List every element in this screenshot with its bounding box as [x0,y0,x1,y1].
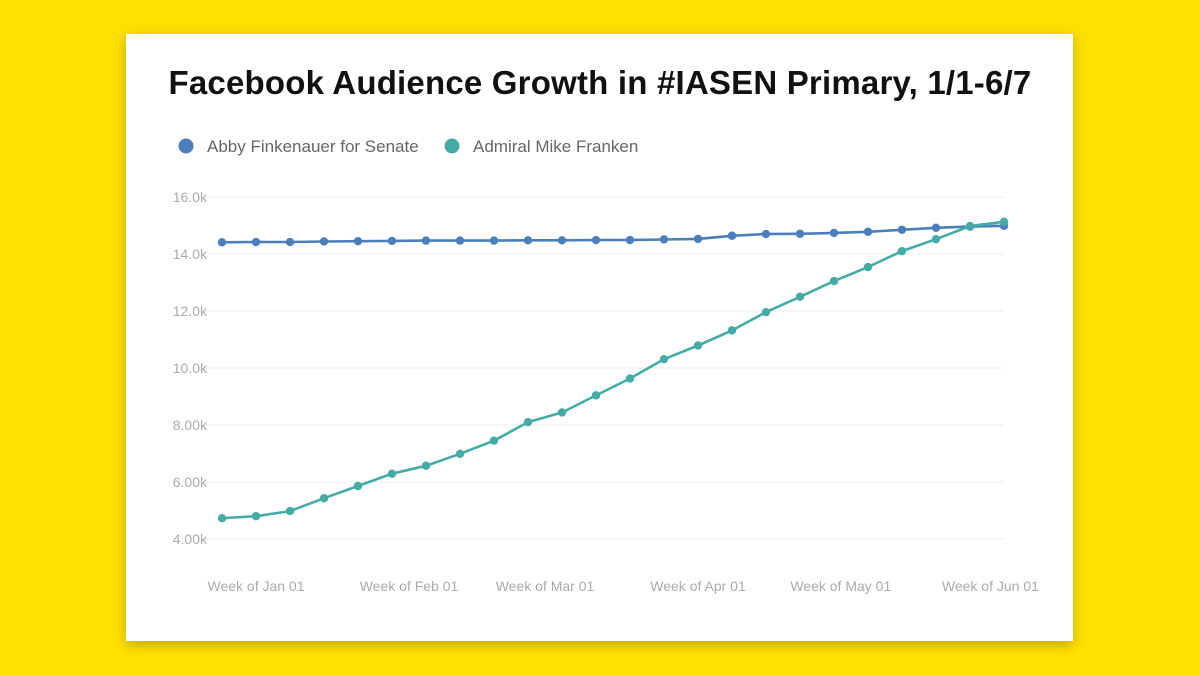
data-point[interactable] [489,236,499,245]
data-point[interactable] [421,461,431,470]
data-point[interactable] [829,228,839,238]
data-point[interactable] [693,234,703,244]
x-tick-label: Week of Feb 01 [360,578,459,594]
data-point[interactable] [795,229,805,238]
y-axis: 4.00k 6.00k 8.00k 10.0k 12.0k 14.0k 16.0k [173,189,208,547]
x-axis: Week of Jan 01 Week of Feb 01 Week of Mar … [207,578,1039,594]
data-point[interactable] [999,217,1009,226]
legend-marker-icon [444,138,460,154]
x-tick-label: Week of Jun 01 [942,578,1039,594]
legend-label: Abby Finkenauer for Senate [207,137,419,156]
data-point[interactable] [523,417,533,427]
data-point[interactable] [523,236,533,245]
data-point[interactable] [625,374,635,383]
data-point[interactable] [421,236,431,245]
data-point[interactable] [557,408,567,417]
data-point[interactable] [795,292,805,301]
data-point[interactable] [625,235,635,245]
data-point[interactable] [659,354,669,364]
data-point[interactable] [387,469,397,478]
data-point[interactable] [761,307,771,317]
data-point[interactable] [965,221,975,231]
data-point[interactable] [455,449,465,458]
x-tick-label: Week of Mar 01 [496,578,595,594]
series-line [221,224,1005,244]
data-point[interactable] [319,237,329,246]
data-point[interactable] [761,229,771,239]
y-tick-label: 8.00k [173,417,208,433]
data-point[interactable] [931,223,941,232]
data-point[interactable] [285,506,295,516]
data-point[interactable] [591,235,601,245]
data-point[interactable] [251,237,261,247]
data-point[interactable] [353,481,363,491]
data-point[interactable] [931,234,941,244]
y-tick-label: 10.0k [173,360,208,376]
grid-lines [205,196,1004,540]
data-point[interactable] [387,236,397,246]
data-point[interactable] [217,513,227,523]
data-point[interactable] [829,276,839,286]
data-point[interactable] [591,391,601,400]
data-point[interactable] [319,494,329,503]
data-point[interactable] [897,246,907,256]
data-point[interactable] [353,236,363,246]
x-tick-label: Week of Jan 01 [207,578,304,594]
data-point[interactable] [217,238,227,247]
data-point[interactable] [863,227,873,236]
data-point[interactable] [251,512,261,521]
y-tick-label: 6.00k [173,474,208,490]
legend-item[interactable]: Abby Finkenauer for Senate [178,137,419,156]
y-tick-label: 14.0k [173,246,208,262]
data-point[interactable] [285,237,295,247]
series-finkenauer [217,221,1009,247]
legend-item[interactable]: Admiral Mike Franken [444,137,639,156]
legend-marker-icon [178,138,194,154]
y-tick-label: 12.0k [173,303,208,319]
series-layer [217,217,1009,523]
series-franken [217,217,1009,523]
chart-card [126,34,1073,641]
chart-title: Facebook Audience Growth in #IASEN Prima… [168,64,1032,101]
data-point[interactable] [489,436,499,445]
data-point[interactable] [693,341,703,350]
series-line [221,220,1005,520]
x-tick-label: Week of May 01 [790,578,891,594]
data-point[interactable] [557,236,567,245]
y-tick-label: 4.00k [173,531,208,547]
legend[interactable]: Abby Finkenauer for Senate Admiral Mike F… [178,137,639,156]
y-tick-label: 16.0k [173,189,208,205]
data-point[interactable] [727,326,737,335]
x-tick-label: Week of Apr 01 [650,578,746,594]
data-point[interactable] [455,236,465,245]
data-point[interactable] [727,231,737,240]
legend-label: Admiral Mike Franken [473,137,638,156]
data-point[interactable] [659,235,669,244]
data-point[interactable] [897,225,907,234]
data-point[interactable] [863,262,873,272]
